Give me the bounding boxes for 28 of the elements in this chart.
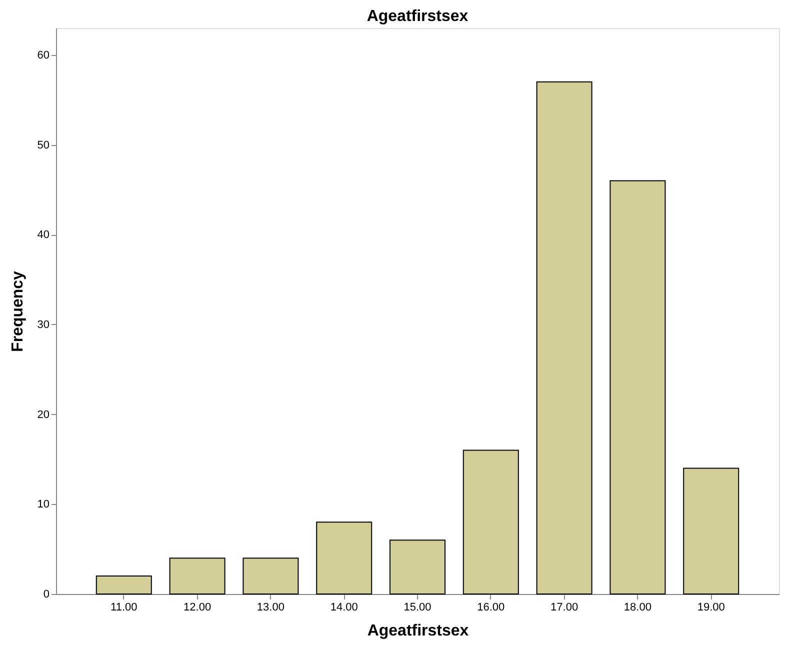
bar [390,540,446,594]
x-axis-title: Ageatfirstsex [367,622,469,640]
bar [683,468,740,594]
y-tick-label: 40 [37,229,50,242]
bar [169,558,226,594]
y-tick-label: 50 [37,139,50,152]
chart-title: Ageatfirstsex [366,8,468,25]
x-tick-label: 17.00 [550,602,578,614]
y-tick-label: 0 [43,588,50,600]
bar [242,558,299,594]
bar [96,576,152,594]
x-tick-label: 15.00 [404,602,432,614]
y-tick-label: 10 [37,498,50,511]
x-tick-label: 16.00 [477,602,505,614]
bar [610,180,666,594]
x-tick-label: 14.00 [330,602,358,614]
y-tick-label: 30 [37,318,50,331]
bar [316,522,372,594]
x-tick-label: 12.00 [184,602,212,614]
y-axis-title: Frequency [9,270,26,352]
x-tick-label: 13.00 [256,602,284,614]
x-tick-label: 19.00 [697,602,725,614]
y-tick-label: 60 [37,49,50,62]
y-tick-label: 20 [37,408,50,421]
bar [462,450,519,594]
bar [536,81,592,594]
x-tick-label: 11.00 [110,602,138,614]
x-tick-label: 18.00 [624,602,652,614]
